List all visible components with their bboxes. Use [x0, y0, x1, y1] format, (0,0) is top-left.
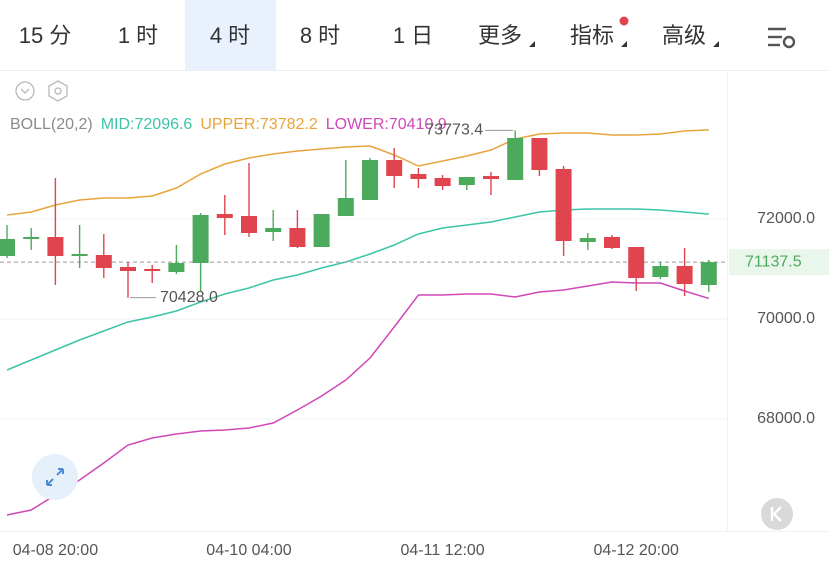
y-tick-label: 72000.0	[757, 210, 815, 227]
x-tick-label: 04-11 12:00	[400, 542, 484, 559]
dropdown-triangle	[529, 41, 535, 47]
candle-body	[458, 177, 475, 185]
candle-body	[71, 254, 88, 256]
candle-body	[241, 216, 257, 233]
candle-body	[700, 262, 717, 285]
tab[interactable]: 1 日	[393, 23, 433, 48]
candle-body	[265, 228, 282, 232]
candle-body	[120, 267, 136, 271]
settings-hex-dot	[54, 87, 62, 95]
legend-item: MID:72096.6	[101, 116, 193, 133]
candle-body	[483, 176, 499, 179]
min-label: 70428.0	[160, 289, 218, 306]
settings-hex-icon[interactable]	[48, 80, 68, 102]
indicator-line	[6, 208, 709, 371]
candle-body	[47, 237, 64, 256]
candle-body	[95, 255, 112, 268]
x-tick-label: 04-12 20:00	[593, 542, 679, 559]
tab[interactable]: 1 时	[118, 23, 158, 48]
collapse-icon[interactable]	[15, 81, 35, 101]
candle-body	[579, 238, 596, 242]
tab[interactable]: 高级	[662, 23, 706, 48]
reset-button[interactable]	[761, 498, 793, 530]
candle-body	[604, 237, 620, 248]
legend: BOLL(20,2) MID:72096.6 UPPER:73782.2 LOWER:…	[10, 116, 447, 133]
dropdown-triangle	[621, 41, 627, 47]
tab-bar: 15 分 1 时 4 时 8 时 1 日 更多 指标 高级	[19, 0, 719, 70]
candle-body	[531, 138, 548, 170]
candle-body	[216, 214, 233, 218]
settings-icon[interactable]	[768, 27, 796, 49]
x-tick-label: 04-10 04:00	[206, 542, 292, 559]
candle-body	[410, 174, 427, 179]
legend-item: BOLL(20,2)	[10, 116, 93, 133]
candle-body	[23, 237, 40, 239]
candle-body	[337, 198, 354, 216]
x-tick-label: 04-08 20:00	[13, 542, 99, 559]
candle-body	[144, 269, 161, 271]
candle-body	[386, 160, 403, 176]
dropdown-triangle	[713, 41, 719, 47]
indicator-line	[6, 129, 709, 216]
tab[interactable]: 指标	[570, 23, 614, 48]
candle-body	[507, 138, 524, 180]
legend-item: UPPER:73782.2	[200, 116, 318, 133]
expand-button[interactable]	[32, 454, 78, 500]
tab[interactable]: 15 分	[19, 23, 72, 48]
last-price-label: 71137.5	[745, 253, 802, 270]
last-price-tag	[729, 249, 829, 276]
notice-dot	[619, 16, 629, 26]
collapse-chevron	[20, 88, 30, 94]
y-tick-label: 68000.0	[757, 410, 815, 427]
candle-body	[289, 228, 306, 247]
candle-body	[192, 215, 209, 263]
candle-body	[628, 247, 645, 278]
active-tab-bg	[185, 0, 276, 70]
candle-body	[555, 169, 572, 241]
overlay: 72000.0 70000.0 68000.0 BOLL(20,2) MID:72096…	[0, 116, 829, 559]
candle-body	[362, 160, 378, 200]
tab[interactable]: 更多	[478, 23, 522, 48]
candle-body	[652, 266, 669, 277]
candle-body	[168, 263, 185, 272]
indicator-line	[6, 281, 710, 516]
y-tick-label: 70000.0	[757, 310, 815, 327]
tab[interactable]: 8 时	[300, 23, 340, 48]
candle-body	[676, 266, 693, 284]
candle-body	[0, 239, 15, 256]
candle-body	[313, 214, 330, 247]
candle-body	[434, 178, 451, 186]
reset-icon	[770, 506, 782, 522]
max-label: 73773.4	[425, 122, 483, 139]
tab[interactable]: 4 时	[210, 23, 250, 48]
expand-icon	[46, 468, 64, 486]
plot-area	[0, 129, 727, 516]
legend-item: LOWER:70410.9	[326, 116, 447, 133]
